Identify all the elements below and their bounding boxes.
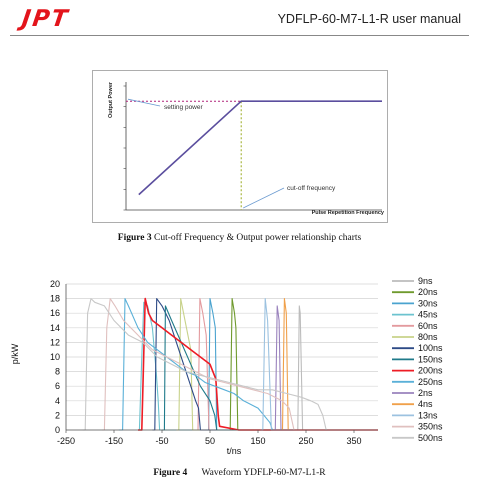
jpt-logo: JPT [20, 6, 71, 32]
f3-cutoff-leader [243, 187, 285, 209]
f4-series-line-45ns [138, 301, 378, 431]
f4-y-tick-label: 16 [50, 308, 60, 318]
f4-series-line-250ns [118, 298, 378, 431]
f4-x-tick-label: 350 [346, 436, 361, 446]
f4-series-line-500ns [82, 298, 378, 431]
f4-series-line-100ns [152, 298, 378, 431]
f4-y-tick-label: 14 [50, 323, 60, 333]
f4-series-line-13ns [260, 298, 378, 431]
f3-power-line-0 [138, 100, 382, 196]
f4-x-tick-label: -250 [57, 436, 75, 446]
f4-series-line-150ns [162, 305, 378, 431]
f4-y-tick-label: 6 [55, 381, 60, 391]
figure-3-chart: Output Power Pulse Repetition Frequency … [92, 70, 388, 223]
f3-annotation-setting-power: setting power [164, 104, 203, 111]
figure-4-caption-label: Figure 4 [153, 468, 188, 478]
f4-y-tick-label: 10 [50, 352, 60, 362]
f4-y-tick-label: 2 [55, 410, 60, 420]
f4-xlabel: t/ns [227, 446, 242, 456]
f4-series-line-9ns [294, 305, 378, 431]
f3-annotation-cutoff-frequency: cut-off frequency [287, 185, 336, 192]
figure-3-caption: Figure 3 Cut-off Frequency & Output powe… [0, 233, 479, 243]
f4-legend-label-13ns: 13ns [418, 410, 438, 420]
f4-y-tick-label: 8 [55, 367, 60, 377]
figure-3-caption-label: Figure 3 [117, 233, 152, 243]
f4-x-tick-label: 250 [298, 436, 313, 446]
figure-3-caption-text: Cut-off Frequency & Output power relatio… [154, 233, 362, 243]
f4-x-tick-label: -150 [105, 436, 123, 446]
f4-legend-label-4ns: 4ns [418, 399, 433, 409]
f4-y-tick-label: 0 [55, 425, 60, 435]
f3-ylabel: Output Power [108, 81, 114, 118]
f4-x-tick-label: 50 [205, 436, 215, 446]
f4-legend-label-350ns: 350ns [418, 422, 443, 432]
f4-legend-label-30ns: 30ns [418, 298, 438, 308]
f3-xlabel: Pulse Repetition Frequency [312, 210, 385, 216]
f4-legend-label-250ns: 250ns [418, 377, 443, 387]
document-title: YDFLP-60-M7-L1-R user manual [277, 12, 461, 26]
figure-4-caption: Figure 4 Waveform YDFLP-60-M7-L1-R [0, 468, 479, 478]
figure-3-border [92, 70, 388, 223]
f4-y-tick-label: 4 [55, 396, 60, 406]
f4-legend-label-200ns: 200ns [418, 366, 443, 376]
figure-4-caption-text: Waveform YDFLP-60-M7-L1-R [201, 468, 326, 478]
f4-y-tick-label: 18 [50, 294, 60, 304]
header-rule [10, 35, 469, 36]
f4-y-tick-label: 12 [50, 337, 60, 347]
f4-legend-label-80ns: 80ns [418, 332, 438, 342]
f4-ylabel: p/kW [10, 343, 20, 364]
f4-legend-label-60ns: 60ns [418, 321, 438, 331]
f4-legend-label-150ns: 150ns [418, 354, 443, 364]
f4-legend-label-45ns: 45ns [418, 310, 438, 320]
f4-legend-label-2ns: 2ns [418, 388, 433, 398]
f4-legend-label-500ns: 500ns [418, 433, 443, 443]
f4-series-line-200ns [138, 297, 378, 431]
f4-y-tick-label: 20 [50, 279, 60, 289]
f3-setting-power-leader [127, 98, 161, 107]
f4-legend-label-9ns: 9ns [418, 276, 433, 286]
f4-legend-label-100ns: 100ns [418, 343, 443, 353]
f4-x-tick-label: -50 [155, 436, 168, 446]
f4-legend-label-20ns: 20ns [418, 287, 438, 297]
f4-series-line-350ns [102, 298, 378, 431]
f4-series-line-4ns [279, 298, 378, 431]
f4-x-tick-label: 150 [250, 436, 265, 446]
